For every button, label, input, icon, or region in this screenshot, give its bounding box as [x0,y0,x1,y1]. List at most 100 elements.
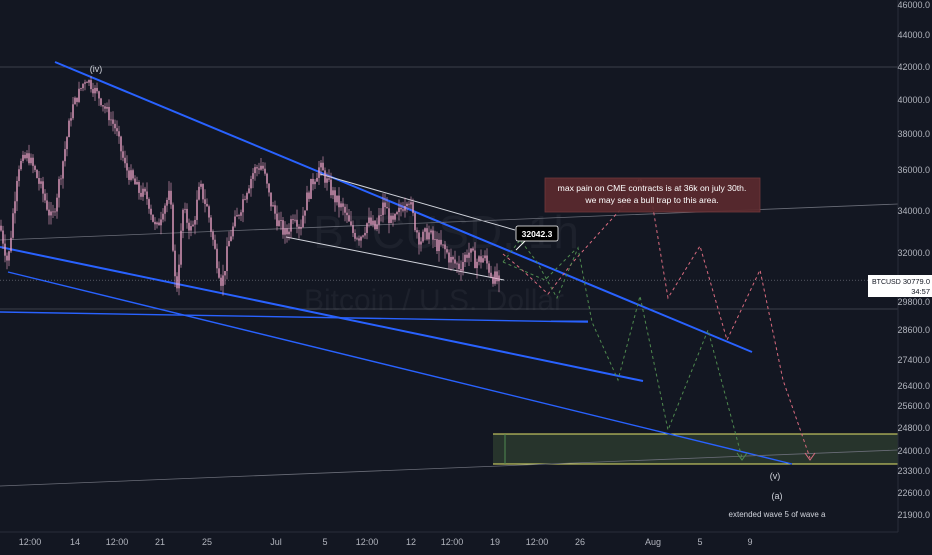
candle-body [366,223,368,233]
candle-body [364,232,366,236]
candle-body [438,239,440,252]
time-axis[interactable]: 12:00 14 12:00 21 25 Jul 5 12:00 12 12:00 19 12:00 2… [0,531,932,550]
candle-body [464,254,466,263]
candle-body [120,136,122,152]
candle-body [396,212,398,215]
candle-body [186,208,188,223]
candle-body [26,153,28,159]
candle-body [210,217,212,232]
price-tick-label: 29800.0 [897,297,930,307]
candle-body [278,220,280,226]
time-tick-label: 19 [490,537,500,547]
candle-body [342,203,344,207]
candle-body [112,119,114,124]
candle-body [42,181,44,194]
candle-body [48,209,50,216]
candle-body [406,203,408,207]
candle-body [258,168,260,170]
last-price-label: BTCUSD 30779.0 34:57 [868,275,932,297]
candle-body [296,219,298,227]
time-tick-label: Aug [645,537,661,547]
candle-body [152,214,154,222]
candle-body [264,168,266,174]
candle-body [22,154,24,161]
candle-body [318,167,320,178]
candle-body [488,263,490,273]
candle-body [478,256,480,262]
candle-body [462,262,464,271]
candle-body [248,188,250,194]
candle-body [294,219,296,221]
candle-body [62,161,64,179]
price-tick-label: 40000.0 [897,95,930,105]
candle-body [178,264,180,289]
candle-body [352,225,354,233]
time-tick-label: 25 [202,537,212,547]
candle-body [428,232,430,240]
candle-body [384,202,386,208]
candle-body [362,235,364,237]
price-tick-label: 32000.0 [897,248,930,258]
candle-body [194,219,196,225]
candle-body [370,217,372,225]
candle-body [100,98,102,106]
candle-body [326,178,328,183]
candle-body [176,276,178,289]
candle-body [28,153,30,164]
candle-body [344,206,346,213]
price-axis[interactable]: 46000.0 44000.0 42000.0 40000.0 38000.0 36000… [868,0,932,532]
candle-body [168,190,170,200]
candle-body [336,195,338,203]
price-callout-box [515,225,559,242]
candle-body [208,206,210,218]
candle-body [254,167,256,174]
cme-note-line-1: max pain on CME contracts is at 36k on j… [558,183,747,193]
cme-note: max pain on CME contracts is at 36k on j… [544,177,761,213]
candle-body [36,169,38,179]
candle-body [306,192,308,211]
candle-body [154,221,156,225]
time-tick-label: 5 [322,537,327,547]
candle-body [404,206,406,211]
price-tick-label: 26400.0 [897,381,930,391]
candle-body [348,215,350,222]
candle-body [126,163,128,171]
candle-body [414,213,416,231]
trend-lines [0,61,899,487]
candle-body [86,82,88,84]
price-candles [0,76,500,296]
candle-body [356,238,358,240]
candle-body [312,178,314,185]
candle-body [416,230,418,233]
candle-body [160,219,162,226]
candle-body [174,250,176,277]
candle-body [436,239,438,252]
candle-body [202,183,204,200]
candle-body [162,213,164,220]
candle-body [324,170,326,183]
candle-body [308,192,310,199]
candle-body [452,256,454,260]
middle-channel-line [0,246,644,382]
candle-body [368,217,370,224]
green-arrowhead [736,452,748,461]
candle-body [236,215,238,217]
price-tick-label: 46000.0 [897,0,930,10]
candle-body [354,232,356,239]
candle-body [124,157,126,164]
candle-body [52,211,54,213]
candle-body [2,230,4,244]
price-axis-background [898,0,932,532]
candle-body [84,82,86,84]
price-tick-label: 24000.0 [897,446,930,456]
candle-body [190,226,192,231]
time-tick-label: 5 [697,537,702,547]
cme-note-line-2: we may see a bull trap to this area. [584,195,718,205]
candle-body [192,224,194,227]
candle-body [434,239,436,240]
time-tick-label: 26 [575,537,585,547]
candle-body [170,190,172,205]
candle-body [340,203,342,208]
candle-body [222,275,224,286]
candle-body [372,220,374,225]
